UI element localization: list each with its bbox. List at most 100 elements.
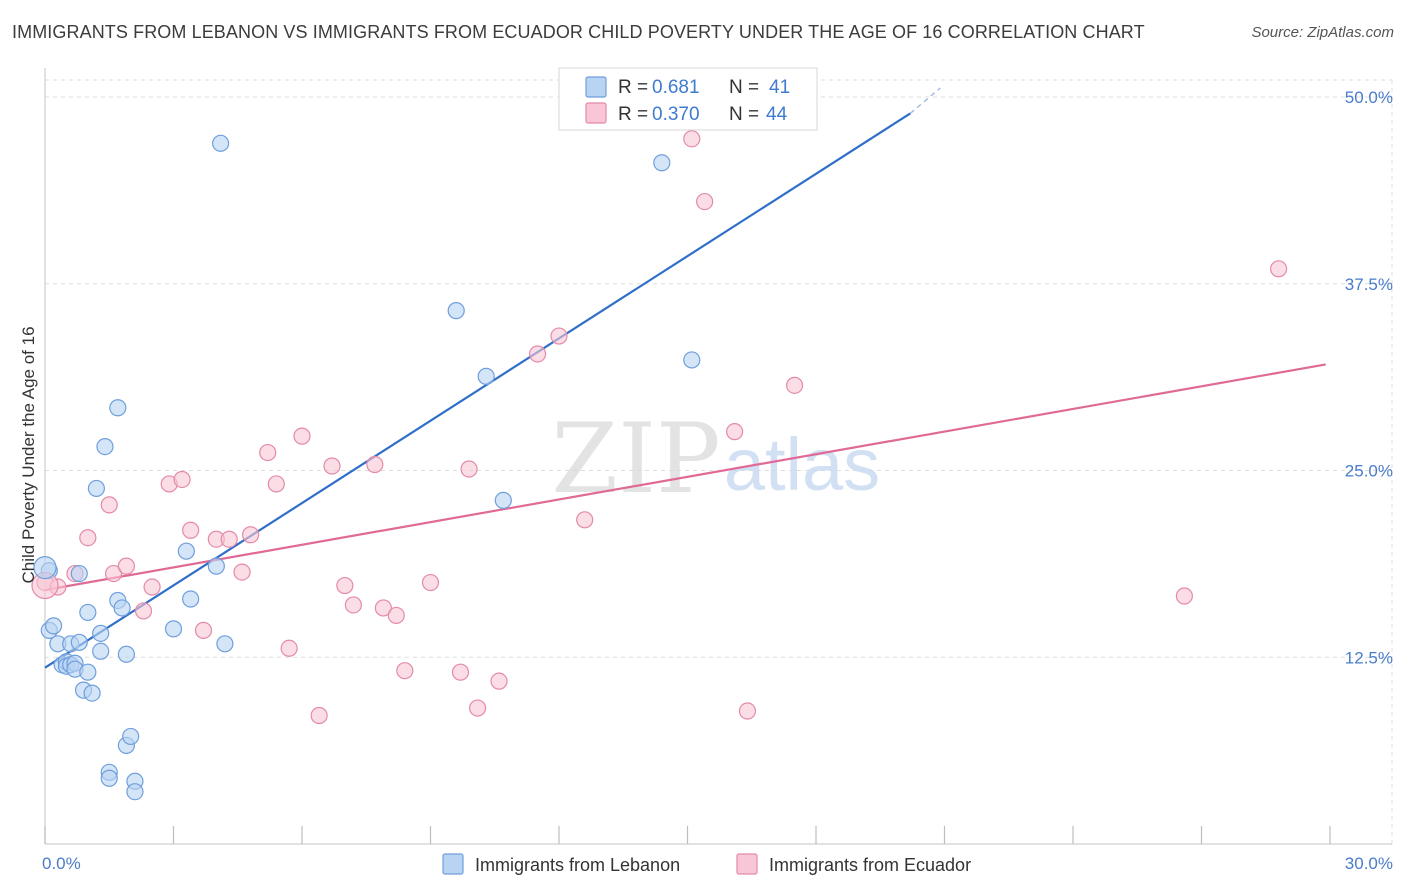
ecuador-point: [469, 699, 487, 717]
lebanon-point: [96, 437, 114, 456]
ecuador-point: [696, 192, 714, 211]
lebanon-point: [70, 633, 88, 651]
legend-r-label-2: R =: [618, 104, 648, 125]
lebanon-point: [126, 783, 144, 801]
lebanon-trend-extension: [909, 87, 941, 114]
ecuador-point: [785, 376, 804, 394]
ecuador-point: [134, 602, 153, 620]
ecuador-point: [1269, 260, 1288, 278]
lebanon-point: [212, 134, 230, 152]
ecuador-point: [460, 460, 478, 478]
lebanon-point: [653, 154, 671, 172]
ecuador-point: [374, 599, 392, 617]
watermark-zip: ZIP: [551, 403, 720, 515]
y-tick-label: 50.0%: [1345, 88, 1393, 107]
axes: 12.5% 25.0% 37.5% 50.0% 0.0% 30.0%: [42, 68, 1393, 873]
x-tick-label: 0.0%: [42, 854, 81, 873]
ecuador-point: [233, 563, 251, 581]
chart-title: IMMIGRANTS FROM LEBANON VS IMMIGRANTS FR…: [12, 22, 1145, 42]
lebanon-point: [100, 769, 118, 787]
ecuador-point: [528, 345, 547, 363]
ecuador-point: [344, 596, 362, 614]
ecuador-point: [104, 564, 123, 583]
legend-swatch-ecuador: [585, 102, 607, 124]
ecuador-point: [366, 455, 384, 474]
series-legend: Immigrants from Lebanon Immigrants from …: [442, 853, 971, 875]
ecuador-point: [387, 606, 405, 625]
ecuador-point: [194, 621, 213, 639]
lebanon-point: [216, 635, 234, 653]
ecuador-point: [396, 662, 414, 680]
watermark-atlas: atlas: [724, 423, 880, 506]
watermark: ZIP atlas: [551, 403, 880, 515]
lebanon-point: [70, 564, 88, 583]
trend-lines: [44, 87, 1326, 669]
ecuador-point: [1175, 587, 1193, 605]
y-axis-label: Child Poverty Under the Age of 16: [19, 326, 38, 583]
lebanon-point: [477, 367, 495, 385]
ecuador-point: [117, 557, 135, 575]
data-points: [31, 130, 1288, 801]
ecuador-point: [280, 639, 298, 657]
ecuador-point: [576, 511, 594, 529]
lebanon-point: [109, 399, 127, 417]
ecuador-point: [293, 427, 311, 445]
legend-r-value-1: 0.681: [652, 77, 700, 98]
lebanon-point: [494, 491, 512, 509]
series-swatch-ecuador: [736, 853, 758, 875]
lebanon-point: [79, 603, 97, 622]
ecuador-point: [79, 529, 97, 547]
lebanon-point: [683, 351, 701, 369]
ecuador-point: [336, 576, 354, 595]
ecuador-point: [490, 672, 508, 690]
ecuador-point: [267, 475, 285, 493]
ecuador-point: [726, 423, 744, 441]
ecuador-point: [242, 526, 260, 544]
lebanon-point: [79, 663, 97, 681]
y-tick-label: 37.5%: [1345, 275, 1393, 294]
legend-n-label-2: N =: [729, 104, 759, 125]
ecuador-point: [738, 702, 757, 720]
ecuador-point: [143, 578, 161, 596]
series-swatch-lebanon: [442, 853, 464, 875]
lebanon-point: [87, 479, 106, 498]
y-tick-label: 12.5%: [1345, 648, 1393, 667]
lebanon-point: [207, 557, 225, 575]
lebanon-point: [164, 620, 183, 638]
ecuador-point: [683, 130, 701, 148]
legend-r-value-2: 0.370: [652, 104, 700, 125]
ecuador-point: [220, 530, 238, 548]
ecuador-point: [259, 443, 277, 462]
lebanon-point: [177, 542, 195, 560]
lebanon-point: [92, 624, 110, 642]
series-label-lebanon: Immigrants from Lebanon: [475, 855, 680, 875]
ecuador-point: [310, 706, 328, 725]
lebanon-point: [33, 556, 57, 580]
ecuador-point: [173, 470, 191, 489]
y-tick-label: 25.0%: [1345, 462, 1393, 481]
ecuador-point: [550, 327, 568, 345]
lebanon-point: [447, 302, 465, 320]
legend-swatch-lebanon: [585, 76, 607, 98]
lebanon-point: [113, 599, 131, 617]
legend-n-label-1: N =: [729, 77, 759, 98]
legend-r-label-1: R =: [618, 77, 648, 98]
ecuador-point: [182, 521, 200, 539]
ecuador-point: [100, 496, 118, 514]
lebanon-trend-line: [44, 112, 911, 669]
ecuador-point: [323, 457, 341, 475]
lebanon-point: [117, 645, 135, 663]
ecuador-trend-line: [44, 363, 1326, 592]
lebanon-point: [83, 684, 101, 702]
correlation-legend: R = 0.681 N = 41 R = 0.370 N = 44: [558, 67, 818, 131]
lebanon-point: [122, 727, 140, 746]
lebanon-point: [92, 642, 110, 660]
ecuador-point: [421, 573, 440, 592]
lebanon-point: [44, 617, 63, 635]
x-tick-label: 30.0%: [1345, 854, 1393, 873]
series-label-ecuador: Immigrants from Ecuador: [769, 855, 971, 875]
legend-n-value-2: 44: [766, 104, 788, 125]
lebanon-point: [182, 590, 200, 608]
source-label: Source: ZipAtlas.com: [1251, 24, 1394, 41]
